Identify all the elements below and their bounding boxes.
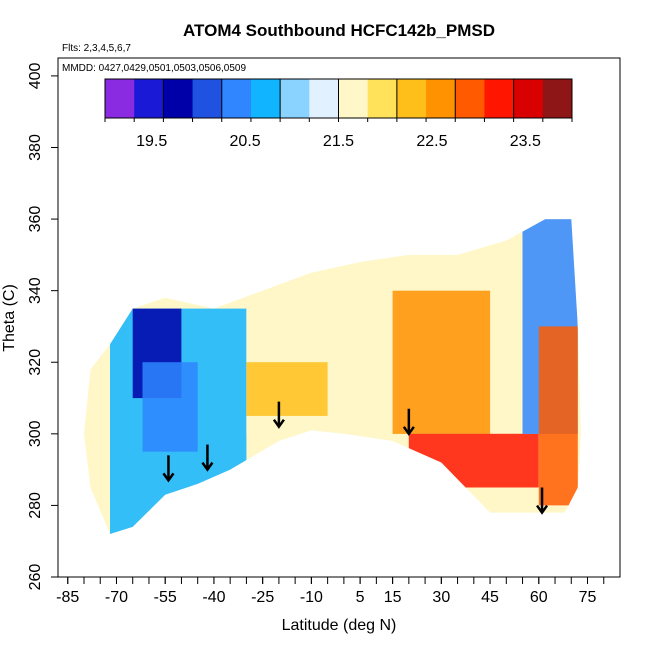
colorbar-swatch	[163, 79, 193, 118]
colorbar-swatch	[542, 79, 573, 118]
tropopause-arrow-head	[201, 461, 214, 472]
colorbar-swatch	[455, 79, 485, 118]
x-tick-label: -10	[300, 589, 323, 606]
x-tick-label: -25	[251, 589, 274, 606]
x-tick-label: -55	[154, 589, 177, 606]
tropopause-arrow-head	[272, 418, 285, 429]
x-tick-label: -85	[56, 589, 79, 606]
colorbar-swatch	[338, 79, 369, 118]
colorbar-swatch	[192, 79, 223, 118]
colorbar-tick-label: 22.5	[416, 133, 447, 150]
y-tick-label: 300	[27, 420, 44, 447]
colorbar-swatch	[367, 79, 398, 118]
tropopause-arrow-head	[402, 426, 415, 436]
colorbar-swatch	[396, 79, 427, 118]
x-tick-label: -70	[105, 589, 128, 606]
flights-note: Flts: 2,3,4,5,6,7	[62, 43, 131, 54]
y-tick-label: 360	[27, 206, 44, 233]
chart-title: ATOM4 Southbound HCFC142b_PMSD	[183, 21, 495, 40]
plot-frame	[57, 57, 621, 578]
colorbar-swatch	[221, 79, 252, 118]
field-region	[246, 362, 328, 416]
y-tick-label: 400	[27, 62, 44, 89]
y-tick-label: 380	[27, 134, 44, 161]
colorbar-swatch	[105, 79, 135, 118]
x-tick-label: 15	[384, 589, 402, 606]
x-tick-label: 5	[356, 589, 365, 606]
colorbar-swatch	[426, 79, 456, 118]
colorbar-swatch	[513, 79, 544, 118]
y-tick-label: 320	[27, 349, 44, 376]
colorbar-swatch	[309, 79, 339, 118]
colorbar-tick-label: 23.5	[510, 133, 541, 150]
field-region	[392, 290, 491, 434]
x-axis-title: Latitude (deg N)	[282, 617, 397, 634]
y-axis-title: Theta (C)	[1, 284, 18, 352]
tropopause-arrow-head	[162, 472, 175, 483]
colorbar: 19.5 20.5 21.5 22.5 23.5	[104, 78, 573, 150]
colorbar-tick-label: 19.5	[136, 133, 167, 150]
y-tick-label: 340	[27, 277, 44, 304]
y-tick-label: 260	[27, 564, 44, 591]
colorbar-swatch	[280, 79, 310, 118]
y-tick-label: 280	[27, 492, 44, 519]
x-tick-label: 30	[432, 589, 450, 606]
colorbar-swatch	[134, 79, 164, 118]
colorbar-tick-label: 21.5	[323, 133, 354, 150]
x-tick-label: 75	[579, 589, 597, 606]
colorbar-swatch	[250, 79, 281, 118]
x-tick-label: 45	[481, 589, 499, 606]
x-tick-label: 60	[530, 589, 548, 606]
colorbar-swatch	[484, 79, 515, 118]
x-tick-label: -40	[202, 589, 225, 606]
axes: -85 -70 -55 -40 -25 -10 5 15 30 45 60 75 260 280 300 32…	[27, 57, 621, 606]
tropopause-arrow-head	[536, 504, 549, 515]
field-region	[142, 362, 198, 452]
colorbar-tick-label: 20.5	[230, 133, 261, 150]
dates-note: MMDD: 0427,0429,0501,0503,0506,0509	[62, 63, 246, 74]
field-region	[538, 326, 578, 506]
